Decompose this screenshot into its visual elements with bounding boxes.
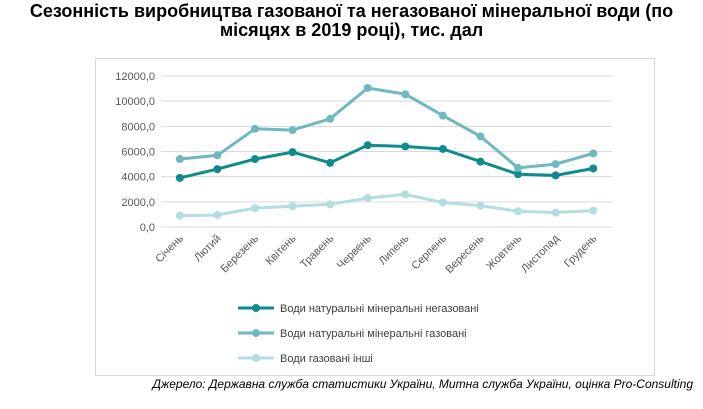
data-point: [476, 132, 485, 141]
data-point: [250, 204, 259, 213]
legend-swatch-marker: [252, 329, 260, 337]
data-point: [175, 173, 184, 182]
series-line: [179, 192, 594, 218]
data-point: [476, 201, 485, 210]
data-point: [213, 151, 222, 160]
x-tick-label: Лютий: [192, 233, 224, 265]
data-point: [326, 114, 335, 123]
grid-lines: [161, 75, 612, 228]
series-3: [175, 190, 598, 220]
data-point: [363, 83, 372, 92]
data-point: [438, 198, 447, 207]
data-point: [326, 158, 335, 167]
data-point: [363, 141, 372, 150]
y-axis-ticks: 0,0 2000,0 4000,0 6000,0 8000,0 10000,0 12000,…: [115, 71, 155, 234]
data-point: [514, 163, 523, 172]
y-tick-label: 2000,0: [121, 197, 155, 209]
data-point: [476, 157, 485, 166]
series-line: [179, 86, 594, 170]
legend-item: Води газовані інші: [238, 353, 373, 365]
legend: Води натуральні мінеральні негазовані Вод…: [238, 303, 479, 365]
data-point: [250, 155, 259, 164]
data-point: [363, 194, 372, 203]
data-point: [438, 144, 447, 153]
data-point: [514, 207, 523, 216]
data-point: [326, 200, 335, 209]
data-point: [438, 111, 447, 120]
y-tick-label: 12000,0: [115, 71, 155, 83]
source-note: Джерело: Державна служба статистики Укра…: [152, 377, 693, 391]
data-point: [213, 211, 222, 220]
series-2: [175, 83, 598, 172]
data-point: [288, 126, 297, 135]
legend-swatch-marker: [252, 354, 260, 362]
data-point: [514, 170, 523, 179]
legend-label: Води натуральні мінеральні газовані: [280, 328, 467, 340]
data-point: [175, 155, 184, 164]
x-tick-label: Листопад: [519, 232, 562, 275]
series-lines: [175, 83, 598, 220]
data-point: [175, 211, 184, 220]
legend-swatch-marker: [252, 304, 260, 312]
data-point: [589, 164, 598, 173]
data-point: [213, 165, 222, 174]
data-point: [288, 202, 297, 211]
data-point: [401, 142, 410, 151]
data-point: [589, 206, 598, 215]
chart-frame: [95, 58, 655, 376]
data-point: [288, 148, 297, 157]
x-tick-label: Липень: [377, 232, 412, 267]
y-tick-label: 10000,0: [115, 96, 155, 108]
x-tick-label: Січень: [153, 232, 186, 265]
data-point: [589, 149, 598, 158]
data-point: [551, 208, 560, 217]
x-tick-label: Грудень: [562, 232, 600, 270]
series-1: [175, 141, 598, 182]
legend-item: Води натуральні мінеральні газовані: [238, 328, 467, 340]
legend-label: Води газовані інші: [280, 353, 373, 365]
y-tick-label: 0,0: [140, 222, 155, 234]
legend-item: Води натуральні мінеральні негазовані: [238, 303, 479, 315]
x-tick-label: Вересень: [443, 232, 486, 275]
x-tick-label: Червень: [335, 232, 374, 271]
series-line: [179, 143, 594, 180]
y-tick-label: 4000,0: [121, 172, 155, 184]
data-point: [551, 171, 560, 180]
y-tick-label: 8000,0: [121, 121, 155, 133]
chart-title: Сезонність виробництва газованої та нега…: [29, 1, 674, 40]
x-tick-label: Травень: [298, 232, 336, 270]
y-tick-label: 6000,0: [121, 147, 155, 159]
data-point: [250, 124, 259, 133]
data-point: [401, 190, 410, 199]
data-point: [401, 90, 410, 99]
x-tick-label: Березень: [219, 232, 262, 275]
x-tick-label: Квітень: [264, 232, 299, 267]
legend-label: Води натуральні мінеральні негазовані: [280, 303, 479, 315]
data-point: [551, 160, 560, 169]
